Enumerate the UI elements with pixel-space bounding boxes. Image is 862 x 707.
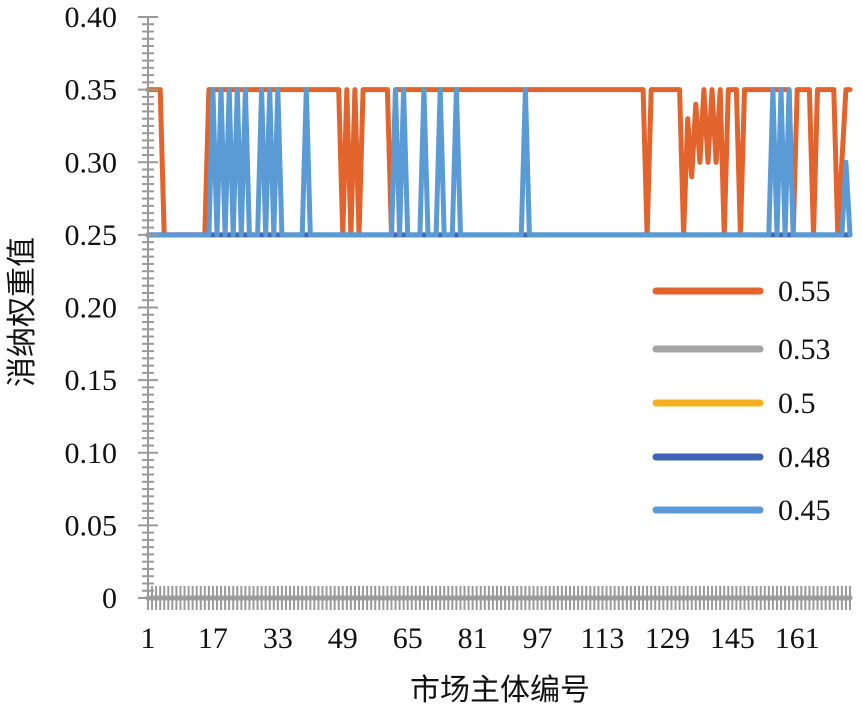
legend-label-0: 0.55 (778, 275, 831, 308)
legend-label-2: 0.5 (778, 387, 816, 420)
x-tick-label: 161 (775, 622, 820, 655)
legend-label-4: 0.45 (778, 494, 831, 527)
y-tick-label: 0.10 (65, 437, 118, 470)
y-tick-labels: 0 0.05 0.10 0.15 0.20 0.25 0.30 0.35 0.40 (65, 1, 118, 615)
x-tick-label: 113 (581, 622, 625, 655)
y-axis-title: 消纳权重值 (5, 237, 40, 387)
x-tick-label: 145 (710, 622, 755, 655)
y-tick-label: 0.35 (65, 74, 118, 107)
legend: 0.55 0.53 0.5 0.48 0.45 (652, 275, 831, 527)
x-tick-label: 97 (523, 622, 553, 655)
series-layer (145, 87, 853, 601)
x-axis-title: 市场主体编号 (410, 673, 590, 707)
x-tick-label: 81 (458, 622, 488, 655)
y-tick-label: 0.30 (65, 146, 118, 179)
x-tick-label: 1 (141, 622, 156, 655)
x-tick-label: 17 (198, 622, 228, 655)
axes (138, 16, 851, 610)
x-tick-label: 33 (263, 622, 293, 655)
y-tick-label: 0.20 (65, 292, 118, 325)
x-tick-labels: 1 17 33 49 65 81 97 113 129 145 161 (141, 622, 820, 655)
legend-label-1: 0.53 (778, 333, 831, 366)
series-line-4 (145, 87, 853, 238)
x-tick-label: 65 (393, 622, 423, 655)
legend-label-3: 0.48 (778, 441, 831, 474)
y-tick-label: 0.15 (65, 364, 118, 397)
x-tick-label: 49 (328, 622, 358, 655)
y-tick-label: 0 (102, 582, 117, 615)
x-tick-label: 129 (645, 622, 690, 655)
y-tick-label: 0.40 (65, 1, 118, 34)
y-tick-label: 0.25 (65, 219, 118, 252)
y-tick-label: 0.05 (65, 509, 118, 542)
series-line-0 (145, 87, 853, 238)
